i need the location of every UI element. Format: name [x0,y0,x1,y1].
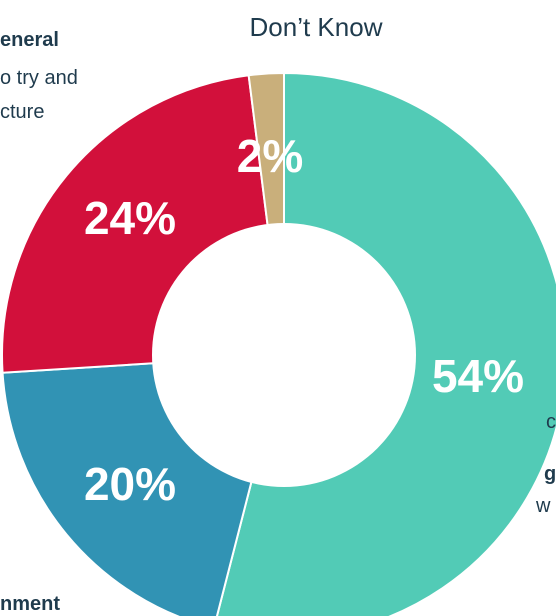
label-fragment-try-and: o try and [0,67,78,89]
value-label-slice-54: 54% [432,350,524,402]
label-fragment-general: eneral [0,29,59,51]
label-fragment-ment: nment [0,593,60,615]
value-labels-group: 54% 20% 24% 2% [84,130,524,510]
label-fragment-c: c [546,411,556,433]
label-fragment-ture: cture [0,101,44,123]
slice-label-dont-know: Don’t Know [250,12,383,42]
label-fragment-w: w [535,495,551,517]
value-label-slice-20: 20% [84,458,176,510]
donut-hole [152,223,416,487]
value-label-slice-24: 24% [84,192,176,244]
value-label-slice-dont-know: 2% [237,130,303,182]
label-fragment-g: g [544,463,556,485]
